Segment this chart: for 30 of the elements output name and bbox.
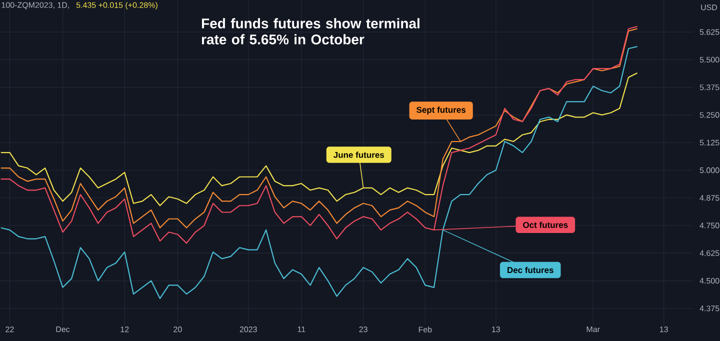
y-tick-label: 5.125 — [700, 140, 720, 146]
annotation: 100-ZQM2023, 1D, — [2, 2, 69, 10]
x-tick-label: 20 — [174, 326, 182, 332]
y-tick-label: 4.500 — [700, 278, 720, 284]
x-tick-label: Mar — [586, 326, 600, 332]
y-tick-label: 5.375 — [700, 84, 720, 90]
y-tick-label: 4.875 — [700, 195, 720, 201]
y-tick-label: 5.250 — [700, 112, 720, 118]
x-tick-label: Dec — [56, 326, 70, 332]
y-tick-label: 4.375 — [700, 306, 720, 312]
text: June futures — [334, 152, 384, 158]
x-tick-label: 12 — [120, 326, 129, 332]
y-tick-label: 5.000 — [700, 167, 720, 174]
y-tick-label: 5.500 — [700, 56, 720, 63]
x-tick-label: 13 — [660, 326, 668, 332]
y-axis-title: USD — [701, 4, 718, 10]
x-tick-label: 2023 — [240, 326, 257, 332]
annotation: 5.435 +0.015 (+0.28%) — [76, 2, 158, 10]
y-tick-label: 4.750 — [700, 222, 720, 228]
x-tick-label: 13 — [492, 326, 500, 332]
text: Oct futures — [523, 222, 568, 228]
x-tick-label: 11 — [298, 326, 306, 332]
text: Sept futures — [416, 106, 466, 114]
text: Fed funds futures show terminal rate of 5.65% in October — [202, 18, 420, 44]
x-tick-label: Feb — [418, 326, 432, 332]
text: Dec futures — [508, 266, 554, 274]
x-tick-label: 23 — [359, 326, 368, 332]
y-tick-label: 4.625 — [700, 250, 720, 256]
y-tick-label: 5.625 — [700, 29, 720, 35]
x-tick-label: 22 — [6, 326, 14, 332]
